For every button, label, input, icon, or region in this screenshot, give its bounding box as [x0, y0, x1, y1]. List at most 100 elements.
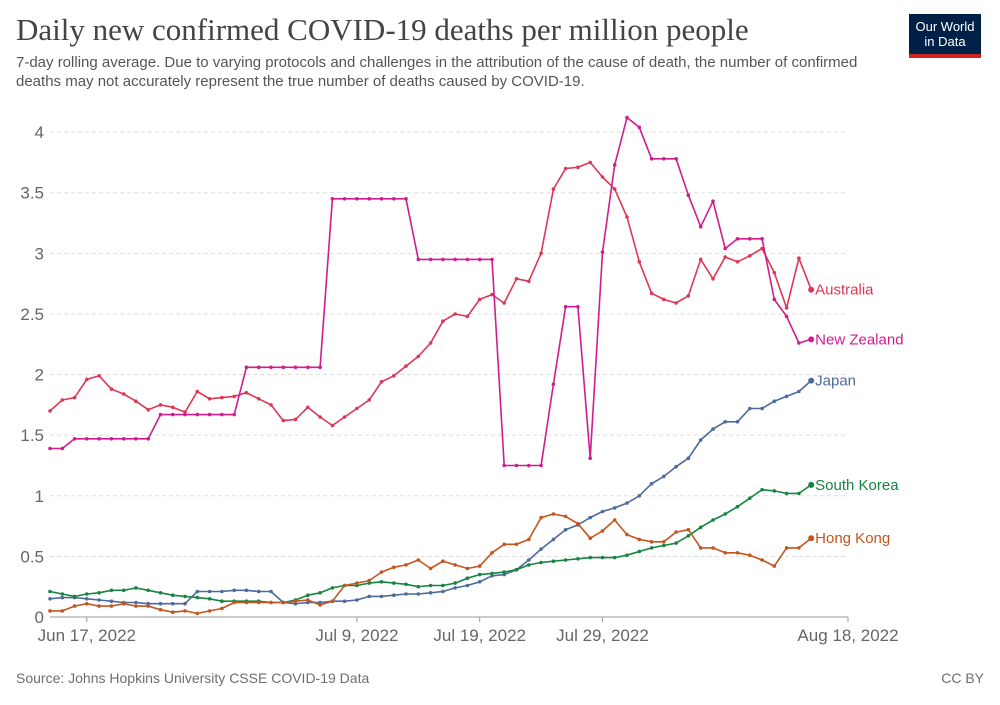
y-tick-label: 3.5 [20, 184, 44, 203]
data-point-australia [195, 389, 200, 394]
data-point-new-zealand [514, 463, 519, 468]
data-point-japan [256, 589, 261, 594]
data-point-japan [85, 597, 89, 601]
data-point-australia [171, 405, 175, 410]
data-point-south-korea [502, 570, 507, 574]
data-point-new-zealand [674, 157, 678, 161]
data-point-hong-kong [490, 551, 494, 555]
data-point-new-zealand [72, 437, 77, 441]
data-point-hong-kong [355, 581, 359, 585]
data-point-australia [146, 407, 150, 412]
data-point-japan [195, 589, 200, 594]
data-point-australia [269, 403, 273, 407]
data-point-australia [649, 291, 654, 296]
data-point-new-zealand [428, 257, 433, 262]
data-point-australia [808, 286, 815, 293]
data-point-japan [171, 601, 175, 606]
data-point-new-zealand [637, 125, 642, 130]
data-point-australia [637, 260, 642, 264]
data-point-hong-kong [625, 532, 629, 537]
data-point-hong-kong [428, 566, 433, 571]
data-point-hong-kong [723, 551, 727, 555]
data-point-south-korea [723, 512, 727, 516]
y-tick-label: 0.5 [20, 547, 44, 566]
data-point-australia [588, 160, 592, 165]
data-point-south-korea [453, 581, 457, 585]
data-point-hong-kong [514, 542, 519, 547]
data-point-japan [244, 588, 249, 593]
data-point-japan [563, 527, 568, 532]
series-label-new-zealand: New Zealand [815, 331, 903, 348]
data-point-new-zealand [355, 197, 359, 201]
data-point-south-korea [784, 491, 789, 496]
data-point-hong-kong [97, 604, 101, 608]
data-point-hong-kong [269, 600, 273, 605]
data-point-hong-kong [72, 604, 77, 608]
data-point-new-zealand [477, 257, 482, 262]
data-point-new-zealand [612, 163, 617, 167]
data-point-hong-kong [281, 600, 286, 605]
data-point-south-korea [674, 541, 678, 545]
data-point-hong-kong [48, 609, 52, 613]
data-point-south-korea [514, 567, 519, 572]
data-point-south-korea [146, 588, 150, 593]
source-note[interactable]: Source: Johns Hopkins University CSSE CO… [16, 670, 370, 686]
data-point-australia [342, 415, 347, 419]
our-world-in-data-logo[interactable]: Our World in Data [909, 14, 981, 58]
data-point-australia [539, 251, 543, 256]
data-point-new-zealand [551, 382, 556, 387]
data-point-south-korea [171, 593, 175, 597]
data-point-south-korea [551, 559, 556, 563]
data-point-south-korea [97, 591, 101, 595]
data-point-new-zealand [649, 157, 654, 161]
data-point-new-zealand [527, 463, 531, 468]
data-point-australia [600, 175, 605, 179]
data-point-new-zealand [453, 257, 457, 262]
data-point-south-korea [686, 534, 691, 538]
data-point-japan [784, 394, 789, 399]
data-point-hong-kong [183, 609, 187, 613]
data-point-south-korea [306, 593, 310, 597]
data-point-hong-kong [330, 599, 335, 603]
data-point-hong-kong [465, 566, 470, 571]
data-point-australia [158, 403, 163, 407]
data-point-new-zealand [318, 365, 322, 370]
data-point-hong-kong [244, 600, 249, 605]
data-point-new-zealand [723, 246, 727, 251]
data-point-new-zealand [293, 365, 298, 370]
data-point-australia [220, 395, 224, 400]
data-point-japan [772, 399, 777, 404]
data-point-new-zealand [539, 463, 543, 468]
data-point-australia [48, 409, 52, 413]
data-point-hong-kong [612, 518, 617, 522]
data-point-japan [342, 599, 347, 603]
data-point-south-korea [367, 581, 372, 585]
data-point-hong-kong [477, 564, 482, 568]
data-point-south-korea [649, 546, 654, 550]
data-point-australia [490, 292, 494, 297]
data-point-new-zealand [269, 365, 273, 370]
data-point-new-zealand [588, 456, 592, 461]
data-point-south-korea [121, 588, 126, 593]
data-point-new-zealand [342, 197, 347, 201]
data-point-japan [477, 580, 482, 584]
data-point-hong-kong [306, 598, 310, 602]
y-tick-label: 1 [35, 487, 44, 506]
data-point-south-korea [711, 518, 715, 522]
data-point-new-zealand [404, 197, 408, 201]
data-point-new-zealand [662, 157, 666, 161]
data-point-australia [293, 417, 298, 422]
data-point-new-zealand [797, 341, 801, 345]
data-point-australia [121, 392, 126, 396]
data-point-hong-kong [686, 527, 691, 532]
data-point-new-zealand [502, 463, 507, 468]
data-point-south-korea [539, 560, 543, 565]
data-point-new-zealand [281, 365, 286, 370]
license-link[interactable]: CC BY [941, 670, 984, 686]
data-point-australia [563, 166, 568, 171]
data-point-australia [502, 301, 507, 305]
x-tick-label: Jun 17, 2022 [38, 626, 136, 645]
data-point-japan [416, 592, 421, 596]
data-point-japan [686, 456, 691, 461]
